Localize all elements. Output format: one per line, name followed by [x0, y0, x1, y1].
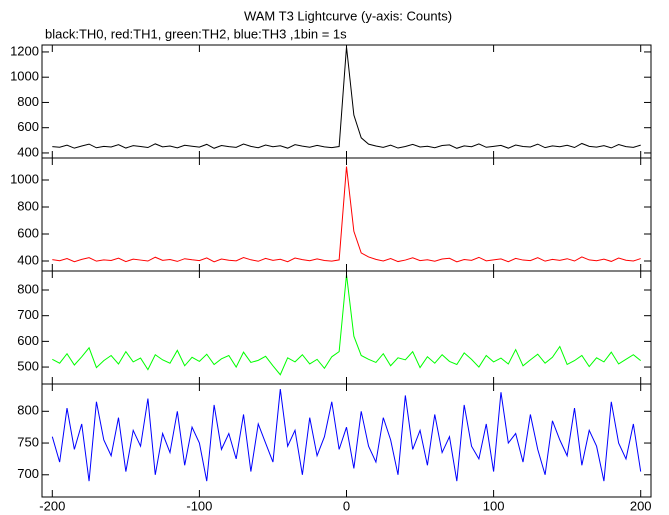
y-tick-label: 1000: [10, 171, 39, 186]
x-tick-label: -100: [186, 498, 212, 513]
x-tick-label: -200: [39, 498, 65, 513]
y-tick-label: 800: [17, 94, 39, 109]
panel-frame: [41, 44, 652, 159]
y-tick-label: 800: [17, 198, 39, 213]
y-tick-label: 750: [17, 434, 39, 449]
light-curve: [52, 166, 641, 263]
y-tick-label: 400: [17, 144, 39, 159]
y-tick-label: 600: [17, 119, 39, 134]
light-curve: [51, 389, 642, 482]
light-curve: [52, 46, 641, 149]
y-tick-label: 800: [17, 281, 39, 296]
y-tick-label: 400: [17, 252, 39, 267]
x-tick-label: 200: [630, 498, 652, 513]
panel-frame: [41, 157, 652, 272]
x-tick-label: 100: [483, 498, 505, 513]
y-tick-label: 1200: [10, 43, 39, 58]
y-tick-label: 500: [17, 358, 39, 373]
y-tick-label: 600: [17, 333, 39, 348]
chart-subtitle: black:TH0, red:TH1, green:TH2, blue:TH3 …: [45, 26, 347, 41]
x-tick-label: 0: [343, 498, 350, 513]
y-tick-label: 1000: [10, 69, 39, 84]
chart-title: WAM T3 Lightcurve (y-axis: Counts): [244, 8, 452, 23]
y-tick-label: 700: [17, 466, 39, 481]
y-tick-label: 800: [17, 403, 39, 418]
y-tick-label: 600: [17, 225, 39, 240]
light-curve: [52, 274, 642, 376]
panel-frame: [41, 270, 652, 385]
y-tick-label: 700: [17, 307, 39, 322]
